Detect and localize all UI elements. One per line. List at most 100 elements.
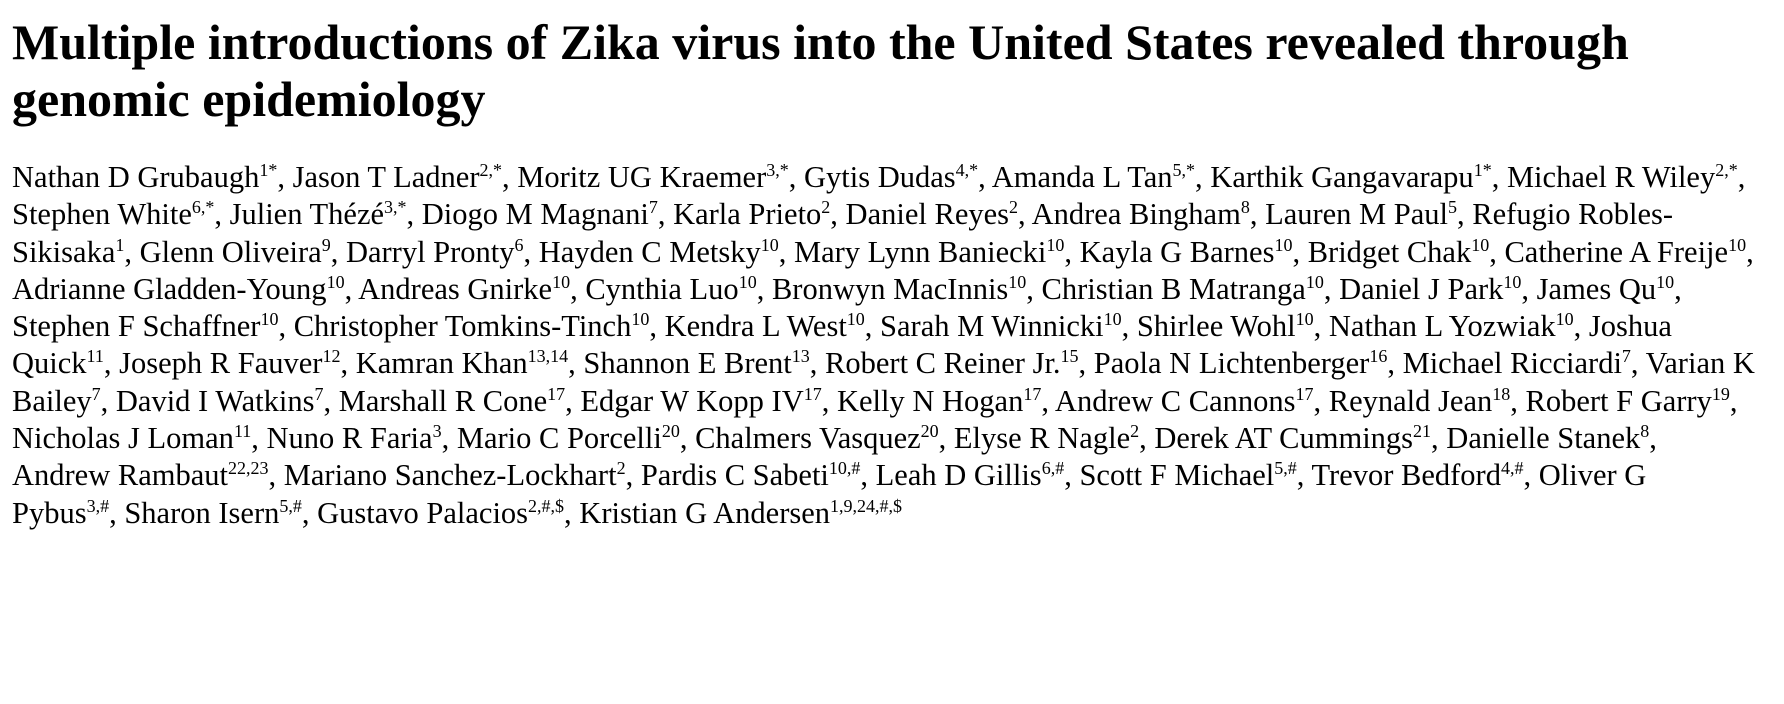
author-name: Stephen F Schaffner (12, 309, 261, 344)
author: Kayla G Barnes10 (1080, 235, 1293, 269)
author: Gytis Dudas4,* (804, 160, 978, 194)
author-affiliation-marker: 7 (648, 197, 658, 218)
author-affiliation-marker: 2,* (1715, 159, 1738, 180)
author-affiliation-marker: 16 (1369, 346, 1388, 367)
author-affiliation-marker: 8 (1240, 197, 1250, 218)
author: Andrew Rambaut22,23 (12, 458, 269, 492)
author-affiliation-marker: 10 (260, 309, 279, 330)
author-affiliation-marker: 8 (1640, 420, 1650, 441)
author: Derek AT Cummings21 (1154, 421, 1431, 455)
author-affiliation-marker: 5,# (1274, 458, 1297, 479)
author: Robert F Garry19 (1525, 384, 1729, 418)
author-name: Trevor Bedford (1311, 458, 1501, 493)
author-affiliation-marker: 17 (803, 383, 822, 404)
author-affiliation-marker: 10 (1728, 234, 1747, 255)
author: Christopher Tomkins-Tinch10 (294, 309, 650, 343)
author: Diogo M Magnani7 (422, 197, 658, 231)
author: Jason T Ladner2,* (293, 160, 502, 194)
author: Cynthia Luo10 (585, 272, 756, 306)
author-affiliation-marker: 9 (321, 234, 331, 255)
author-name: Andrew Rambaut (12, 458, 228, 493)
author-name: Andreas Gnirke (358, 271, 553, 306)
author: Julien Thézé3,* (230, 197, 407, 231)
author-name: Hayden C Metsky (538, 234, 761, 269)
author: Catherine A Freije10 (1504, 235, 1746, 269)
author-name: Cynthia Luo (585, 271, 739, 306)
author-name: Mariano Sanchez-Lockhart (283, 458, 617, 493)
author-affiliation-marker: 18 (1492, 383, 1511, 404)
author: Shirlee Wohl10 (1137, 309, 1314, 343)
author: Kamran Khan13,14 (356, 346, 568, 380)
author: Varian K Bailey7 (12, 346, 1755, 417)
author: Karthik Gangavarapu1* (1210, 160, 1491, 194)
author-name: Lauren M Paul (1265, 197, 1449, 232)
author-affiliation-marker: 2,* (479, 159, 503, 180)
author-name: Refugio Robles-Sikisaka (12, 197, 1674, 269)
author-name: David I Watkins (115, 383, 315, 418)
author-name: Shannon E Brent (583, 346, 792, 381)
author-affiliation-marker: 10 (760, 234, 779, 255)
author-affiliation-marker: 17 (547, 383, 566, 404)
author-name: Marshall R Cone (338, 383, 548, 418)
author-name: Sarah M Winnicki (880, 309, 1104, 344)
author-name: Reynald Jean (1328, 383, 1493, 418)
author: Kristian G Andersen1,9,24,#,$ (579, 496, 902, 530)
author-affiliation-marker: 20 (920, 420, 939, 441)
author-name: Leah D Gillis (875, 458, 1042, 493)
author-name: Nuno R Faria (266, 421, 433, 456)
author-name: Kristian G Andersen (579, 495, 831, 530)
author: Sharon Isern5,# (124, 496, 302, 530)
author-affiliation-marker: 10 (631, 309, 650, 330)
author-affiliation-marker: 5 (1448, 197, 1458, 218)
author-name: Christopher Tomkins-Tinch (293, 309, 632, 344)
author-affiliation-marker: 7 (1621, 346, 1631, 367)
author-affiliation-marker: 10 (1295, 309, 1314, 330)
author: Bronwyn MacInnis10 (772, 272, 1026, 306)
author: David I Watkins7 (116, 384, 324, 418)
author-affiliation-marker: 1* (259, 159, 278, 180)
author: Moritz UG Kraemer3,* (517, 160, 789, 194)
author-affiliation-marker: 5,* (1172, 159, 1196, 180)
author-name: Bridget Chak (1307, 234, 1472, 269)
author-name: Glenn Oliveira (139, 234, 322, 269)
author: Mario C Porcelli20 (457, 421, 680, 455)
author: Michael Ricciardi7 (1403, 346, 1631, 380)
author: Mariano Sanchez-Lockhart2 (284, 458, 626, 492)
author: Andrea Bingham8 (1032, 197, 1250, 231)
author-name: Diogo M Magnani (421, 197, 649, 232)
author-affiliation-marker: 13 (791, 346, 810, 367)
author: Elyse R Nagle2 (954, 421, 1139, 455)
author-name: Kendra L West (664, 309, 847, 344)
author-affiliation-marker: 12 (322, 346, 341, 367)
author-affiliation-marker: 6 (514, 234, 524, 255)
author-name: Shirlee Wohl (1136, 309, 1296, 344)
author-affiliation-marker: 7 (91, 383, 101, 404)
author-name: Nathan D Grubaugh (12, 160, 260, 194)
author-name: Derek AT Cummings (1154, 421, 1414, 456)
author-name: Edgar W Kopp IV (580, 383, 804, 418)
author: Nuno R Faria3 (267, 421, 442, 455)
author-affiliation-marker: 11 (86, 346, 104, 367)
author: Marshall R Cone17 (339, 384, 565, 418)
author-affiliation-marker: 4,# (1500, 458, 1524, 479)
author-affiliation-marker: 10 (846, 309, 865, 330)
author-name: Stephen White (12, 197, 192, 232)
author: Adrianne Gladden-Young10 (12, 272, 345, 306)
author-name: Mary Lynn Baniecki (793, 234, 1047, 269)
author: Stephen F Schaffner10 (12, 309, 278, 343)
author: Andreas Gnirke10 (358, 272, 570, 306)
author: Reynald Jean18 (1329, 384, 1510, 418)
author-name: Nathan L Yozwiak (1328, 309, 1556, 344)
author-name: Nicholas J Loman (12, 421, 234, 456)
author-affiliation-marker: 3,* (384, 197, 407, 218)
author-affiliation-marker: 19 (1711, 383, 1730, 404)
author: Chalmers Vasquez20 (695, 421, 939, 455)
author-name: Christian B Matranga (1041, 271, 1306, 306)
author: Danielle Stanek8 (1446, 421, 1649, 455)
author-name: Michael Ricciardi (1402, 346, 1622, 381)
author: Nicholas J Loman11 (12, 421, 251, 455)
author-name: Daniel J Park (1339, 271, 1504, 306)
author-affiliation-marker: 10 (1305, 271, 1324, 292)
author: Paola N Lichtenberger16 (1094, 346, 1388, 380)
author-affiliation-marker: 2 (821, 197, 831, 218)
